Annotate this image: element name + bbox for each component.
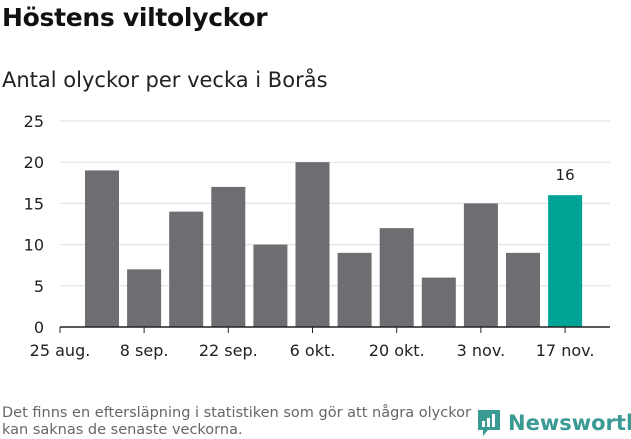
bar	[337, 252, 372, 327]
bar	[506, 252, 540, 327]
bar	[253, 244, 288, 327]
bar	[463, 203, 498, 327]
bar	[379, 228, 414, 327]
x-tick-label: 6 okt.	[290, 341, 336, 360]
newsworthy-logo[interactable]: Newsworthy	[476, 408, 631, 438]
bar	[295, 162, 330, 327]
data-label: 16	[556, 166, 575, 184]
chart-subtitle: Antal olyckor per vecka i Borås	[2, 68, 328, 92]
bar	[548, 195, 583, 327]
x-tick-label: 17 nov.	[536, 341, 595, 360]
x-tick-label: 22 sep.	[199, 341, 258, 360]
y-tick-label: 0	[34, 318, 44, 337]
x-tick-label: 8 sep.	[120, 341, 169, 360]
bar-chart: 0 5 10 15 20 25 16 25 aug. 8 sep. 22 sep. 6 okt. 20…	[24, 112, 610, 360]
logo-text: Newsworthy	[508, 411, 631, 435]
footnote: Det finns en eftersläpning i statistiken…	[2, 405, 471, 438]
x-tick-label: 3 nov.	[457, 341, 506, 360]
bar	[127, 269, 162, 327]
y-tick-label: 20	[24, 153, 44, 172]
bar	[211, 186, 246, 327]
y-tick-label: 5	[34, 277, 44, 296]
y-tick-label: 25	[24, 112, 44, 131]
bar	[169, 211, 204, 327]
chart-title: Höstens viltolyckor	[2, 3, 268, 32]
bar	[421, 277, 456, 327]
x-tick-label: 20 okt.	[369, 341, 425, 360]
x-tick-label: 25 aug.	[30, 341, 91, 360]
y-tick-label: 15	[24, 194, 44, 213]
logo-icon	[478, 410, 500, 436]
bar	[85, 170, 119, 327]
y-tick-label: 10	[24, 236, 44, 255]
